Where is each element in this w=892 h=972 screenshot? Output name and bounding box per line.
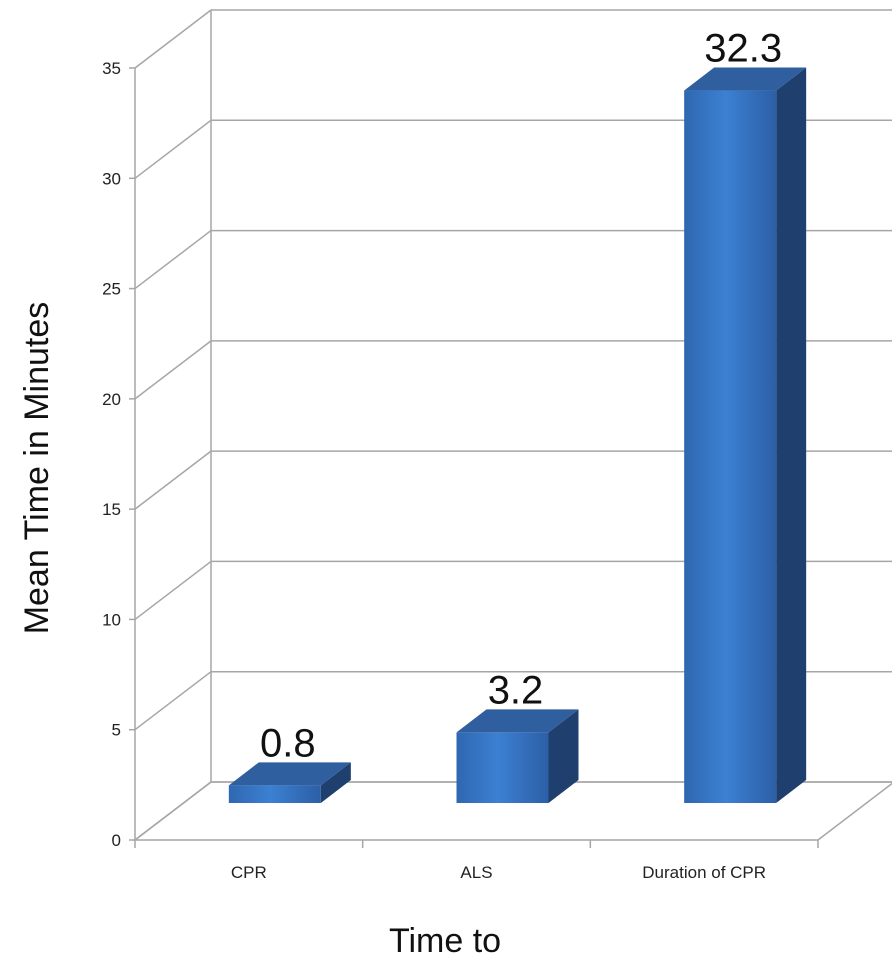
bar — [228, 785, 321, 803]
y-axis-title: Mean Time in Minutes — [18, 302, 56, 635]
gridline-side — [134, 229, 212, 290]
data-label: 0.8 — [260, 721, 316, 765]
gridline-side — [134, 9, 212, 69]
y-tick-label: 25 — [102, 280, 121, 299]
x-tick-label: ALS — [460, 863, 492, 882]
y-tick-label: 35 — [102, 59, 121, 78]
y-axis: 0 5 10 15 20 25 30 35 — [102, 59, 819, 850]
data-label: 3.2 — [488, 668, 544, 712]
bar — [456, 732, 549, 803]
y-tick-label: 15 — [102, 500, 121, 519]
bar-top — [684, 67, 807, 91]
bar-als — [456, 709, 579, 803]
x-axis: CPR ALS Duration of CPR — [231, 863, 766, 882]
bar-top — [456, 709, 579, 733]
x-axis-title: Time to — [389, 922, 501, 960]
y-tick-label: 5 — [112, 721, 121, 740]
gridline-side — [134, 340, 212, 400]
gridline-side — [134, 119, 212, 179]
gridline-side — [134, 560, 212, 621]
bar-top — [228, 762, 351, 786]
bar-side — [548, 709, 579, 803]
gridline-side — [134, 450, 212, 510]
gridline-side — [134, 781, 212, 841]
data-labels: 0.8 3.2 32.3 — [260, 27, 782, 766]
bar — [684, 90, 777, 804]
x-tick-label: CPR — [231, 863, 267, 882]
gridline-side — [134, 671, 212, 731]
bar-duration-of-cpr — [684, 67, 807, 804]
x-tick-label: Duration of CPR — [642, 863, 766, 882]
bar-cpr — [228, 762, 351, 803]
bars — [228, 67, 807, 804]
y-tick-label: 0 — [112, 831, 121, 850]
bar-side — [776, 67, 807, 804]
bar-side — [320, 762, 351, 803]
data-label: 32.3 — [704, 27, 782, 71]
y-tick-label: 10 — [102, 610, 121, 629]
y-tick-label: 30 — [102, 169, 121, 188]
y-tick-label: 20 — [102, 390, 121, 409]
